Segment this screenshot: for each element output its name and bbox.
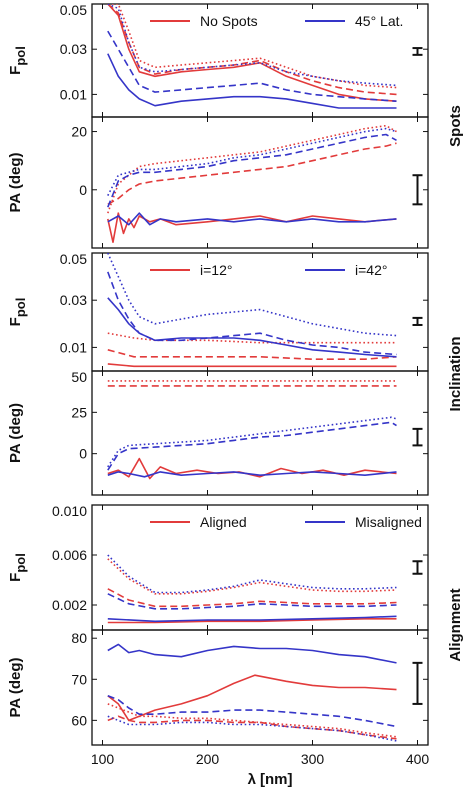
series-line-red-dash [107,349,397,361]
y-tick-label: 20 [71,124,87,140]
x-axis-unit: [nm] [260,771,293,788]
y-tick-label: 60 [71,712,87,728]
series-line-red-dot [107,332,397,344]
series-line-blue-dash [107,694,397,728]
panel-3: 0.01 0.03 0.05 Fpol i=12° i=42° [7,251,429,372]
x-tick-label: 300 [301,751,325,767]
series-line-red-solid [107,617,397,624]
legend-label: i=12° [200,262,232,278]
panel-5: 0.002 0.006 0.010 Fpol Aligned Misaligned [7,503,429,631]
group-label: Spots [447,105,464,147]
series-line-blue-solid [107,471,397,478]
series-line-blue-dot [107,416,397,468]
series-line-blue-dash [107,421,397,471]
legend-label: 45° Lat. [355,13,403,29]
series-line-red-solid [107,363,397,368]
panel-6: 60 70 80 PA (deg) [7,629,429,746]
y-tick-label: 0.05 [60,251,87,267]
legend: Aligned Misaligned [150,514,422,530]
error-bar [412,174,423,206]
legend: No Spots 45° Lat. [150,13,403,29]
series-group [107,124,397,243]
x-axis-symbol: λ [248,771,257,788]
series-group [107,380,397,480]
panel-frame [91,370,429,496]
panel-4: 0 25 50 PA (deg) [7,369,429,496]
panels: 0.01 0.03 0.05 Fpol No Spots 45° Lat. 0 20 PA (d… [7,2,464,767]
series-line-blue-dot [107,554,397,594]
y-axis-label: Fpol [7,298,28,327]
x-tick-label: 400 [406,751,430,767]
y-axis-label: Fpol [7,46,28,75]
y-tick-label: 80 [71,630,87,646]
y-tick-label: 0 [79,182,87,198]
y-axis-label: PA (deg) [7,153,24,213]
y-tick-label: 70 [71,671,87,687]
error-bar [412,316,423,326]
series-line-blue-dot [107,127,397,196]
series-line-red-dash [107,142,397,206]
x-axis-title: λ [nm] [248,771,293,788]
y-axis-label: Fpol [7,553,28,582]
error-bar [412,661,423,705]
error-bar [412,427,423,447]
x-axis: 100 200 300 400 [91,751,430,767]
series-line-red-dot [107,703,397,738]
series-group [107,643,397,742]
series-line-red-dash [107,588,397,608]
legend-label: Misaligned [355,514,422,530]
panel-2: 0 20 PA (deg) [7,116,429,249]
y-tick-label: 0.010 [52,503,87,519]
series-line-blue-solid [107,212,397,226]
error-bar [412,560,423,575]
group-labels: Spots Inclination Alignment [447,105,464,662]
y-tick-label: 0.01 [60,339,87,355]
legend-label: No Spots [200,13,258,29]
group-label: Inclination [447,337,464,412]
panel-1: 0.01 0.03 0.05 Fpol No Spots 45° Lat. [7,2,429,118]
series-line-blue-dot [107,4,397,87]
series-line-blue-dash [107,593,397,610]
series-line-red-dot [107,124,397,214]
y-tick-label: 0.05 [60,2,87,18]
series-line-blue-solid [107,297,397,358]
legend: i=12° i=42° [150,262,387,278]
legend-label: i=42° [355,262,387,278]
series-line-red-solid [107,212,397,243]
series-line-blue-solid [107,615,397,623]
series-line-blue-dash [107,271,397,356]
legend-label: Aligned [200,514,247,530]
error-bar [412,47,423,56]
panel-frame [91,116,429,249]
y-tick-label: 0 [79,446,87,462]
x-tick-label: 100 [91,751,115,767]
series-line-blue-dot [107,253,397,337]
series-line-red-dash [107,715,397,740]
y-tick-label: 25 [71,404,87,420]
series-group [107,253,397,368]
series-line-red-solid [107,4,397,102]
y-tick-label: 0.006 [52,547,87,563]
y-tick-label: 0.03 [60,292,87,308]
series-line-red-dot [107,558,397,595]
series-line-blue-solid [107,53,397,109]
group-label: Alignment [447,588,464,661]
y-tick-label: 0.002 [52,597,87,613]
series-line-blue-dash [107,133,397,208]
y-tick-label: 0.03 [60,41,87,57]
series-line-blue-dot [107,715,397,742]
x-tick-label: 200 [196,751,220,767]
series-line-red-solid [107,674,397,722]
y-tick-label: 50 [71,369,87,385]
series-line-blue-solid [107,643,397,664]
series-group [107,554,397,624]
y-tick-label: 0.01 [60,86,87,102]
y-axis-label: PA (deg) [7,658,24,718]
series-line-blue-dash [107,30,397,102]
panel-frame [91,629,429,746]
y-axis-label: PA (deg) [7,403,24,463]
series-group [107,4,397,109]
